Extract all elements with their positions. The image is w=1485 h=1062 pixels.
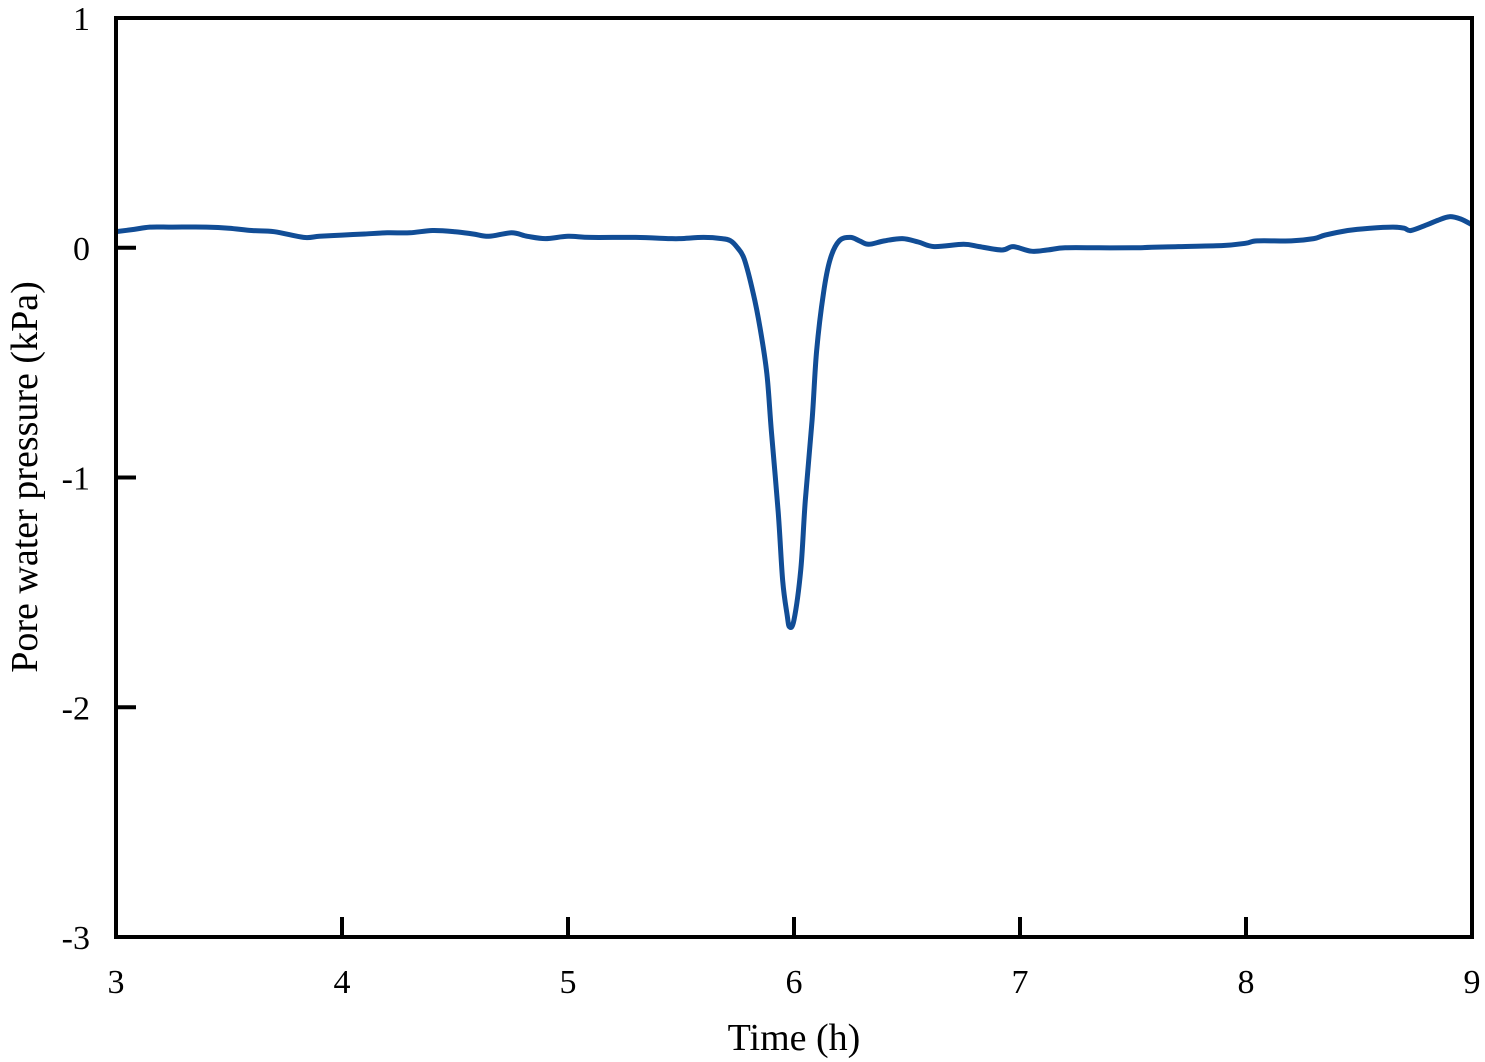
x-axis-ticks — [340, 917, 1248, 937]
y-axis-title: Pore water pressure (kPa) — [4, 281, 46, 672]
y-tick-label: -2 — [62, 690, 90, 727]
plot-frame — [114, 16, 1474, 939]
data-series-layer — [116, 214, 1472, 630]
x-axis-tick-labels: 3 4 5 6 7 8 9 — [108, 964, 1481, 1001]
x-tick-label: 4 — [334, 964, 351, 1001]
y-tick-label: 1 — [73, 1, 90, 38]
x-tick-label: 9 — [1464, 964, 1481, 1001]
x-tick-label: 8 — [1238, 964, 1255, 1001]
y-axis-tick-labels: 1 0 -1 -2 -3 — [62, 1, 90, 957]
x-tick-label: 5 — [560, 964, 577, 1001]
x-tick-label: 7 — [1012, 964, 1029, 1001]
y-tick-label: -3 — [62, 920, 90, 957]
x-tick-label: 6 — [786, 964, 803, 1001]
y-axis-ticks — [116, 245, 136, 710]
x-axis-title: Time (h) — [728, 1017, 861, 1059]
y-tick-label: -1 — [62, 461, 90, 498]
y-tick-label: 0 — [73, 231, 90, 268]
x-tick-label: 3 — [108, 964, 125, 1001]
pore-water-pressure-line — [116, 214, 1472, 630]
